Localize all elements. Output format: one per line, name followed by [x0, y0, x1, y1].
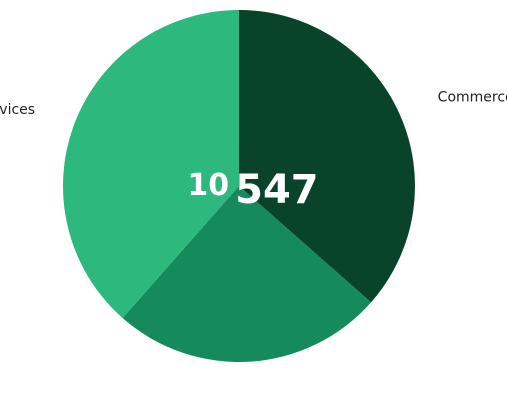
pie-label-services: Services [0, 102, 35, 118]
center-total-units: 547 [235, 167, 319, 213]
pie-slices [62, 9, 416, 363]
pie-slice-commerce [239, 10, 416, 303]
pie-slice-industrie [122, 186, 372, 363]
pie-labels: CommerceIndustrieServices [0, 89, 507, 118]
center-total-value: 10 547 [187, 167, 318, 213]
center-total-thousands: 10 [187, 168, 229, 203]
pie-slice-services [62, 9, 239, 319]
pie-label-commerce: Commerce [438, 89, 507, 105]
